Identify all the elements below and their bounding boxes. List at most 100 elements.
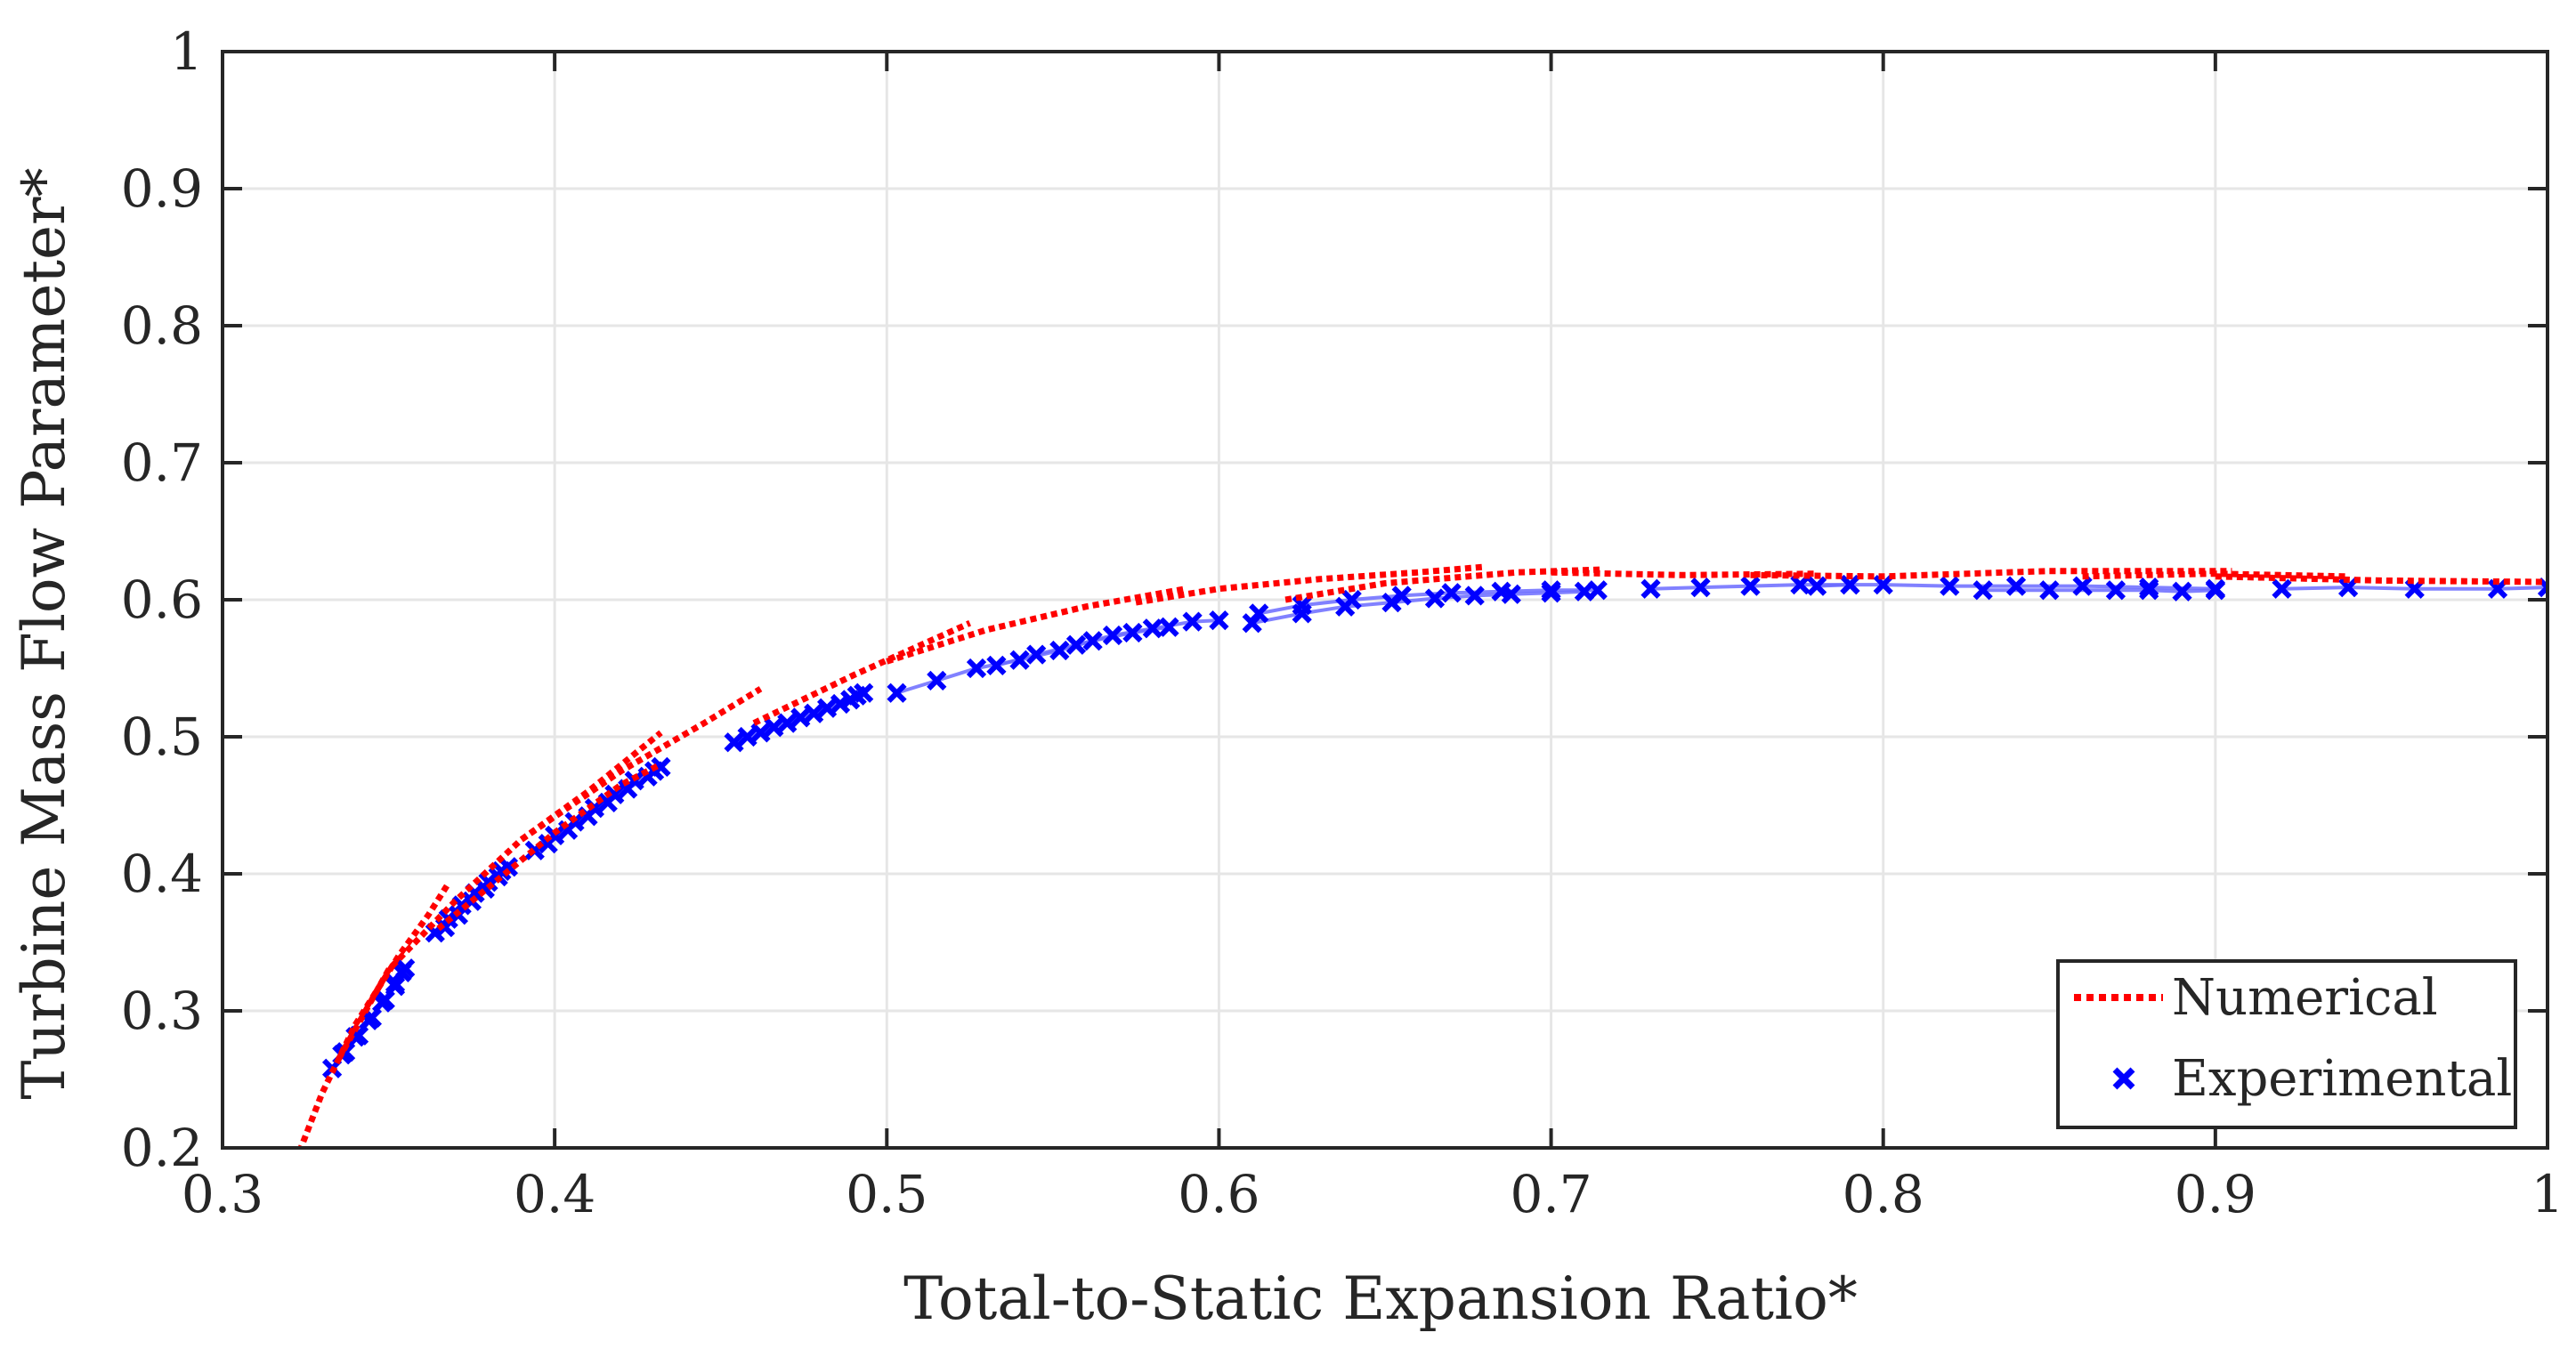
x-tick-label: 0.6 — [1178, 1164, 1260, 1224]
experimental-point-marker — [651, 756, 671, 778]
experimental-point-marker — [790, 707, 811, 728]
marker-stroke — [1491, 581, 1511, 602]
y-tick-label: 0.9 — [121, 158, 203, 219]
numerical-series-line — [519, 686, 763, 843]
experimental-point-marker — [724, 732, 744, 753]
experimental-point-marker — [887, 683, 907, 703]
experimental-point-marker — [927, 670, 947, 691]
experimental-point-marker — [1102, 625, 1123, 646]
marker-stroke — [1424, 588, 1446, 609]
marker-stroke — [2072, 576, 2093, 596]
marker-stroke — [1049, 640, 1070, 661]
experimental-series-line — [1258, 588, 1598, 616]
marker-stroke — [840, 690, 861, 710]
numerical-series-line — [1750, 568, 2232, 580]
experimental-point-marker — [1424, 588, 1446, 609]
x-tick-label: 0.9 — [2175, 1164, 2256, 1224]
experimental-point-marker — [750, 723, 771, 743]
marker-stroke — [816, 698, 838, 718]
marker-stroke — [724, 732, 744, 753]
experimental-point-marker — [1464, 586, 1485, 606]
experimental-series-line — [1817, 583, 2216, 591]
experimental-point-marker — [986, 655, 1007, 676]
marker-stroke — [1973, 580, 1993, 601]
data-layer — [297, 563, 2548, 1148]
marker-stroke — [737, 726, 757, 747]
marker-stroke — [618, 779, 638, 799]
marker-stroke — [1740, 576, 1761, 596]
marker-stroke — [557, 820, 579, 840]
marker-stroke — [1026, 644, 1047, 665]
experimental-point-marker — [2072, 576, 2093, 596]
marker-stroke — [371, 992, 393, 1013]
numerical-series-line — [436, 761, 663, 932]
experimental-point-marker — [618, 779, 638, 799]
marker-stroke — [1142, 618, 1162, 639]
marker-stroke — [1441, 583, 1462, 603]
marker-stroke — [750, 723, 771, 743]
experimental-point-marker — [1940, 576, 1960, 596]
tick-label-layer: 0.3 0.4 0.5 0.6 0.7 0.8 0.9 10.20.30.40.50.60.7… — [121, 21, 2564, 1224]
marker-stroke — [1122, 622, 1143, 643]
experimental-point-marker — [1082, 631, 1103, 651]
experimental-point-marker — [1840, 574, 1860, 595]
experimental-point-marker — [1441, 583, 1462, 603]
experimental-point-marker — [1122, 622, 1143, 643]
x-tick-label: 0.3 — [182, 1164, 263, 1224]
marker-stroke — [764, 717, 784, 738]
axes-layer — [221, 50, 2549, 1150]
experimental-point-marker — [1690, 577, 1711, 598]
y-tick-label: 0.4 — [121, 844, 203, 904]
marker-stroke — [927, 670, 947, 691]
experimental-point-marker — [840, 690, 861, 710]
y-axis-label: Turbine Mass Flow Parameter* — [10, 167, 78, 1099]
experimental-point-marker — [597, 792, 618, 813]
marker-stroke — [1209, 610, 1229, 631]
experimental-point-marker — [1065, 634, 1087, 655]
y-tick-label: 0.8 — [121, 295, 203, 356]
legend-experimental-label: Experimental — [2172, 1050, 2512, 1108]
experimental-point-marker — [966, 658, 987, 679]
experimental-point-marker — [816, 698, 838, 718]
marker-stroke — [651, 756, 671, 778]
marker-stroke — [2139, 580, 2159, 601]
experimental-point-marker — [1973, 580, 1993, 601]
experimental-point-marker — [538, 833, 558, 854]
experimental-point-marker — [1541, 580, 1561, 601]
y-tick-label: 0.2 — [121, 1118, 203, 1178]
experimental-point-marker — [385, 973, 406, 994]
numerical-series-line — [2082, 570, 2349, 580]
marker-stroke — [986, 655, 1007, 676]
marker-stroke — [1873, 574, 1893, 595]
experimental-point-marker — [1491, 581, 1511, 602]
marker-stroke — [578, 806, 598, 827]
experimental-point-marker — [2205, 580, 2226, 601]
marker-stroke — [597, 792, 618, 813]
experimental-point-marker — [854, 683, 874, 703]
numerical-series-line — [1551, 569, 1818, 578]
experimental-point-marker — [1587, 580, 1608, 601]
numerical-series-line — [752, 620, 972, 726]
experimental-point-marker — [777, 713, 798, 733]
experimental-point-marker — [395, 958, 416, 979]
experimental-point-marker — [804, 703, 824, 723]
experimental-point-marker — [1790, 574, 1810, 595]
marker-stroke — [2039, 580, 2060, 601]
marker-stroke — [2537, 577, 2548, 592]
x-tick-label: 0.4 — [514, 1164, 595, 1224]
marker-stroke — [1840, 574, 1860, 595]
marker-stroke — [1292, 595, 1312, 616]
experimental-point-marker — [2487, 578, 2508, 599]
marker-stroke — [1690, 577, 1711, 598]
experimental-point-marker — [2039, 580, 2060, 601]
numerical-series-line — [2215, 573, 2548, 586]
experimental-point-marker — [2105, 580, 2126, 601]
marker-stroke — [1940, 576, 1960, 596]
marker-stroke — [1159, 617, 1179, 637]
marker-stroke — [1391, 586, 1412, 606]
marker-stroke — [359, 1010, 379, 1030]
marker-stroke — [1182, 611, 1203, 632]
experimental-point-marker — [2139, 580, 2159, 601]
